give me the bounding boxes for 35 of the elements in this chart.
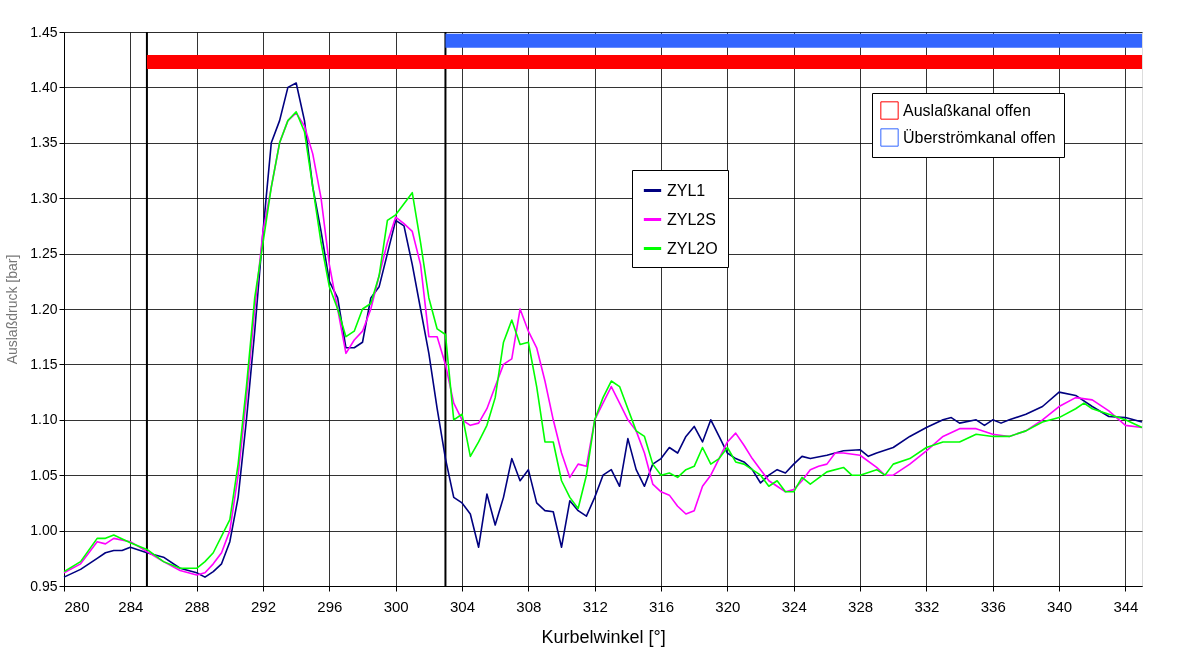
x-tick-label: 320	[715, 597, 741, 615]
y-tick-label: 1.40	[30, 78, 58, 95]
legend-label: ZYL1	[667, 181, 706, 199]
legend-label: Überströmkanal offen	[903, 128, 1056, 146]
y-tick-label: 1.45	[30, 23, 58, 40]
x-tick-label: 304	[450, 597, 476, 615]
y-axis-title: Auslaßdruck [bar]	[4, 254, 21, 365]
y-tick-label: 1.00	[30, 522, 58, 539]
y-tick-label: 1.30	[30, 189, 58, 206]
y-tick-label: 0.95	[30, 577, 58, 594]
x-tick-label: 292	[251, 597, 277, 615]
x-tick-label: 284	[118, 597, 144, 615]
x-tick-label: 328	[848, 597, 874, 615]
x-tick-label: 344	[1113, 597, 1139, 615]
legend-label: Auslaßkanal offen	[903, 101, 1031, 119]
y-tick-label: 1.15	[30, 355, 58, 372]
x-tick-label: 332	[914, 597, 940, 615]
y-tick-label: 1.10	[30, 411, 58, 428]
x-axis-title: Kurbelwinkel [°]	[541, 626, 666, 647]
y-tick-label: 1.20	[30, 300, 58, 317]
x-tick-label: 300	[383, 597, 409, 615]
x-tick-label: 340	[1047, 597, 1073, 615]
x-tick-label: 316	[649, 597, 675, 615]
y-tick-label: 1.05	[30, 466, 58, 483]
x-tick-label: 312	[582, 597, 608, 615]
x-tick-label: 296	[317, 597, 343, 615]
y-tick-label: 1.25	[30, 245, 58, 262]
legend-label: ZYL2S	[667, 210, 716, 228]
x-tick-label: 288	[184, 597, 210, 615]
x-tick-label: 280	[64, 597, 90, 615]
x-tick-label: 308	[516, 597, 542, 615]
y-tick-label: 1.35	[30, 134, 58, 151]
legend-label: ZYL2O	[667, 239, 718, 257]
x-tick-label: 336	[980, 597, 1006, 615]
x-tick-label: 324	[781, 597, 807, 615]
